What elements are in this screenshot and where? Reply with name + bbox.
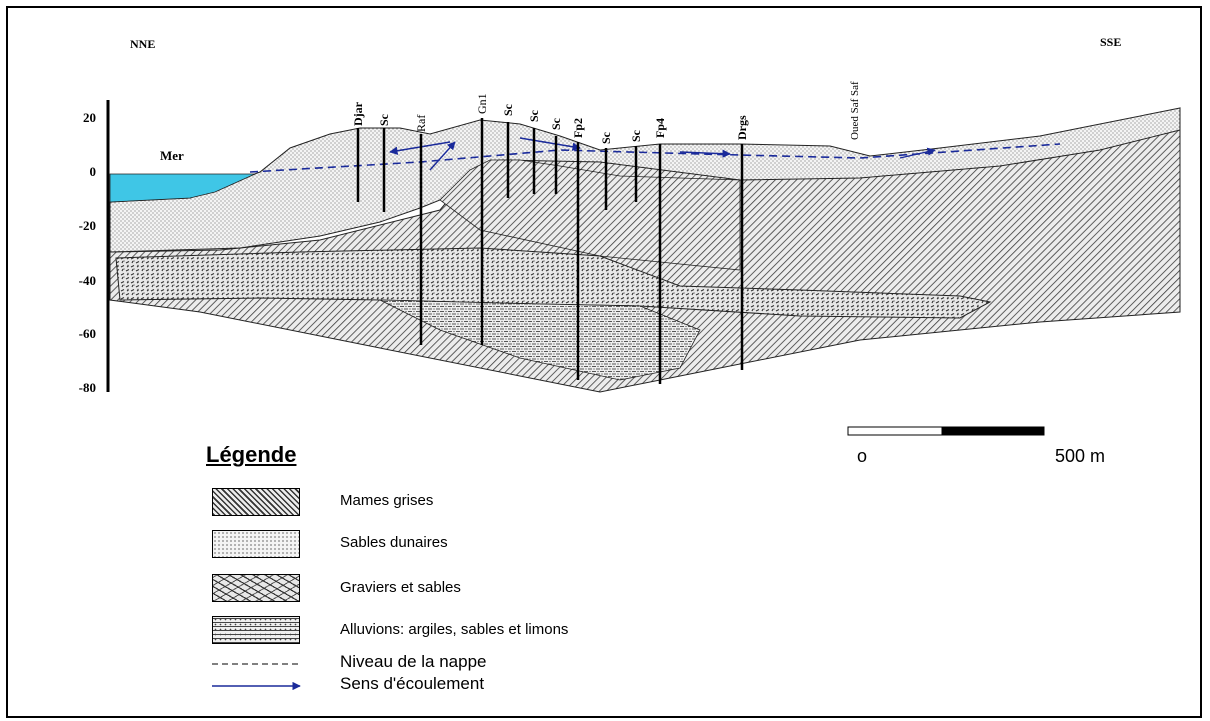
direction-nne-label: NNE (130, 37, 155, 51)
legend-label: Sens d'écoulement (340, 674, 485, 693)
geology-layers (109, 107, 1181, 393)
graviers-swatch (212, 574, 300, 602)
legend-label: Graviers et sables (340, 579, 461, 596)
alluvions-swatch (212, 616, 300, 644)
axis-tick-label: -40 (79, 273, 96, 288)
sea-label: Mer (160, 148, 184, 163)
axis-tick-label: -60 (79, 326, 96, 341)
well-label: Fp4 (653, 118, 667, 138)
scale-bar (847, 426, 1045, 436)
scale-zero-label: o (857, 446, 868, 466)
flow-arrow (429, 141, 456, 171)
well-label: Drgs (735, 115, 749, 140)
marnes-swatch (212, 488, 300, 516)
legend-label: Sables dunaires (340, 534, 448, 551)
well-label: Sc (599, 131, 613, 144)
axis-tick-label: -80 (79, 380, 96, 395)
flow-arrow (519, 137, 581, 151)
scale-length-label: 500 m (1055, 446, 1106, 466)
legend-label: Mames grises (340, 492, 434, 509)
layer-alluvions (379, 299, 701, 381)
well-label: Sc (377, 113, 391, 126)
sables-swatch (212, 530, 300, 558)
well-label: Sc (549, 117, 563, 130)
axis-tick-label: -20 (79, 218, 96, 233)
layer-marnes-wedge (439, 159, 741, 271)
water-table-line (249, 143, 1061, 173)
axis-tick-label: 0 (90, 164, 97, 179)
axis-tick-label: 20 (83, 110, 96, 125)
legend-label: Alluvions: argiles, sables et limons (340, 621, 569, 638)
legend-label: Niveau de la nappe (340, 652, 487, 671)
direction-sse-label: SSE (1100, 35, 1121, 49)
sea (109, 173, 256, 203)
well-label: Sc (501, 103, 515, 116)
well-label: Gn1 (475, 93, 489, 114)
well-label: Djar (351, 101, 365, 126)
legend-title: Légende (206, 442, 297, 467)
layer-sables-dunaires (109, 107, 1181, 253)
layer-graviers-sables (115, 247, 992, 319)
river-label: Oued Saf Saf (849, 81, 861, 140)
flow-arrow (679, 149, 731, 158)
elevation-axis: 20 0 -20 -40 -60 -80 (79, 100, 110, 395)
well-label: Fp2 (571, 118, 585, 138)
well-label: Raf (414, 115, 428, 132)
well-label: Sc (527, 109, 541, 122)
wells: Djar Sc Raf Gn1 Sc Sc Sc Fp2 Sc Sc Fp4 D… (351, 93, 749, 384)
flow-arrow (899, 147, 936, 159)
well-label: Sc (629, 129, 643, 142)
